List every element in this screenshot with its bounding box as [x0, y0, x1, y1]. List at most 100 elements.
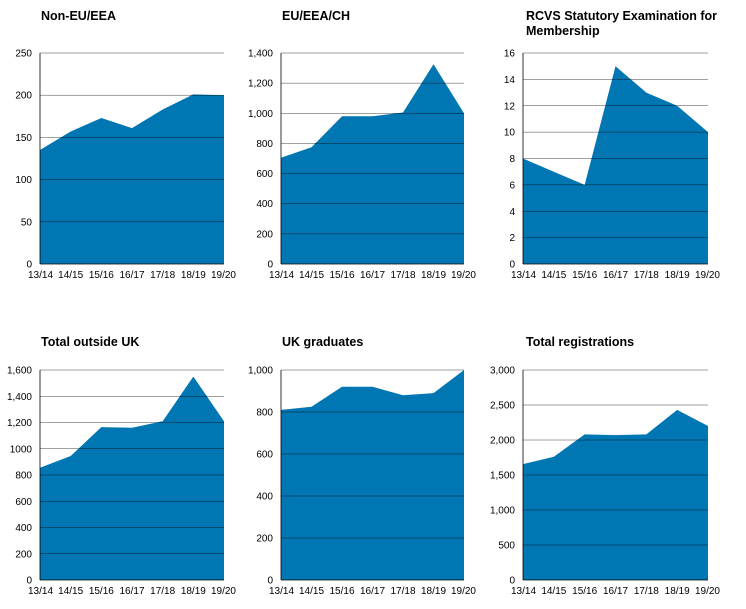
area-series: [523, 409, 708, 580]
area-series: [40, 94, 224, 264]
y-tick-label: 800: [15, 471, 32, 482]
y-tick-label: 800: [256, 139, 273, 150]
x-tick-label: 18/19: [181, 270, 206, 281]
x-tick-label: 15/16: [572, 586, 597, 597]
chart-panel: EU/EEA/CH 0 200 400 600 800 1,000 1,200 1,400 13/…: [248, 9, 476, 281]
y-tick-label: 1,000: [248, 366, 273, 377]
x-tick-label: 16/17: [360, 586, 385, 597]
y-tick-label: 0: [267, 576, 273, 587]
x-tick-label: 19/20: [695, 586, 720, 597]
chart-panel: RCVS Statutory Examination for Membership…: [504, 9, 721, 281]
x-tick-label: 14/15: [299, 586, 324, 597]
y-tick-label: 1,000: [490, 506, 515, 517]
x-tick-label: 15/16: [572, 270, 597, 281]
x-tick-label: 13/14: [269, 270, 294, 281]
x-tick-label: 18/19: [421, 270, 446, 281]
x-tick-label: 13/14: [511, 270, 536, 281]
y-tick-label: 0: [26, 260, 32, 271]
y-tick-label: 0: [509, 576, 515, 587]
y-tick-label: 0: [267, 260, 273, 271]
y-tick-label: 8: [509, 154, 515, 165]
y-tick-label: 1,400: [7, 392, 32, 403]
chart-title: EU/EEA/CH: [282, 9, 350, 23]
area-series: [523, 66, 708, 264]
x-tick-label: 18/19: [181, 586, 206, 597]
chart-panel: Non-EU/EEA 0 50 100 150 200 250 13/14 14/15 15/16…: [15, 9, 236, 281]
chart-panel: Total outside UK 0 200 400 600 800 1000 1,200 1,…: [7, 335, 236, 597]
chart-title: Non-EU/EEA: [41, 9, 116, 23]
x-tick-label: 18/19: [665, 586, 690, 597]
x-tick-label: 15/16: [329, 270, 354, 281]
x-tick-label: 19/20: [695, 270, 720, 281]
y-tick-label: 400: [256, 199, 273, 210]
x-tick-label: 16/17: [360, 270, 385, 281]
y-tick-label: 400: [15, 523, 32, 534]
x-tick-label: 15/16: [89, 270, 114, 281]
y-tick-label: 2,000: [490, 436, 515, 447]
y-tick-label: 200: [256, 229, 273, 240]
y-tick-label: 200: [15, 91, 32, 102]
x-tick-label: 16/17: [603, 586, 628, 597]
y-tick-label: 200: [256, 534, 273, 545]
y-tick-label: 1,400: [248, 49, 273, 60]
y-tick-label: 4: [509, 207, 515, 218]
area-series: [40, 376, 224, 580]
y-tick-label: 800: [256, 408, 273, 419]
x-tick-label: 17/18: [634, 586, 659, 597]
x-tick-label: 19/20: [451, 270, 476, 281]
x-tick-label: 17/18: [150, 586, 175, 597]
x-tick-label: 14/15: [58, 586, 83, 597]
x-tick-label: 19/20: [211, 586, 236, 597]
chart-title: Total registrations: [526, 335, 634, 349]
x-tick-label: 19/20: [211, 270, 236, 281]
x-tick-label: 14/15: [58, 270, 83, 281]
y-tick-label: 500: [498, 541, 515, 552]
x-tick-label: 13/14: [28, 270, 53, 281]
x-tick-label: 13/14: [28, 586, 53, 597]
y-tick-label: 6: [509, 180, 515, 191]
y-tick-label: 12: [504, 101, 516, 112]
chart-title: UK graduates: [282, 335, 363, 349]
x-tick-label: 17/18: [634, 270, 659, 281]
y-tick-label: 2: [509, 233, 515, 244]
chart-panel: Total registrations 0 500 1,000 1,500 2,000 2,…: [490, 335, 720, 597]
x-tick-label: 15/16: [329, 586, 354, 597]
x-tick-label: 18/19: [421, 586, 446, 597]
x-tick-label: 16/17: [119, 586, 144, 597]
area-series: [281, 64, 464, 264]
y-tick-label: 200: [15, 549, 32, 560]
chart-panel: UK graduates 0 200 400 600 800 1,000 13/14 14/15…: [248, 335, 476, 597]
x-tick-label: 13/14: [511, 586, 536, 597]
x-tick-label: 14/15: [299, 270, 324, 281]
y-tick-label: 16: [504, 49, 516, 60]
y-tick-label: 0: [26, 576, 32, 587]
y-tick-label: 10: [504, 128, 516, 139]
x-tick-label: 14/15: [541, 586, 566, 597]
chart-title: Total outside UK: [41, 335, 139, 349]
y-tick-label: 1,000: [248, 109, 273, 120]
y-tick-label: 150: [15, 133, 32, 144]
area-series: [281, 370, 464, 580]
chart-title: RCVS Statutory Examination for Membership: [526, 9, 717, 38]
y-tick-label: 50: [21, 217, 33, 228]
x-tick-label: 19/20: [451, 586, 476, 597]
y-tick-label: 3,000: [490, 366, 515, 377]
y-tick-label: 100: [15, 175, 32, 186]
x-tick-label: 17/18: [390, 586, 415, 597]
y-tick-label: 600: [256, 169, 273, 180]
y-tick-label: 400: [256, 492, 273, 503]
y-tick-label: 0: [509, 260, 515, 271]
x-tick-label: 13/14: [269, 586, 294, 597]
x-tick-label: 16/17: [603, 270, 628, 281]
x-tick-label: 15/16: [89, 586, 114, 597]
x-tick-label: 14/15: [541, 270, 566, 281]
y-tick-label: 1,500: [490, 471, 515, 482]
y-tick-label: 1,200: [248, 79, 273, 90]
y-tick-label: 600: [256, 450, 273, 461]
y-tick-label: 1,600: [7, 366, 32, 377]
y-tick-label: 2,500: [490, 401, 515, 412]
y-tick-label: 600: [15, 497, 32, 508]
x-tick-label: 18/19: [665, 270, 690, 281]
x-tick-label: 17/18: [150, 270, 175, 281]
